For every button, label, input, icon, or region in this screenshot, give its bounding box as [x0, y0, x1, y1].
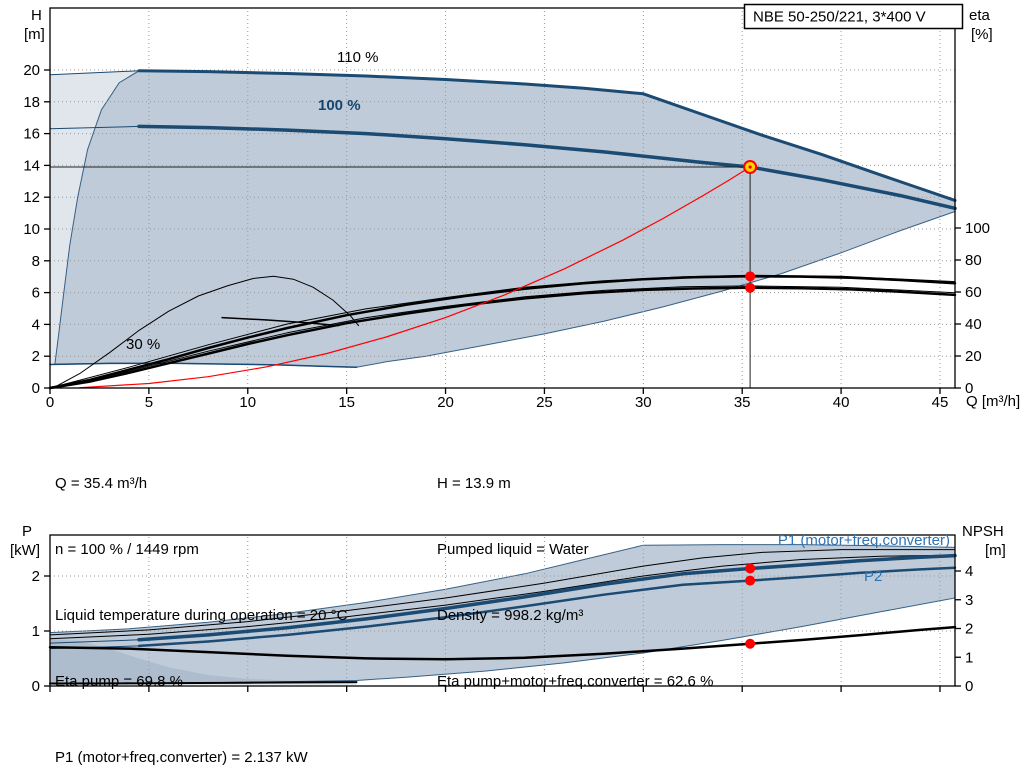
duty-point-marker: [745, 282, 756, 293]
power-npsh-chart: 0 1 2 0 1 2 3 4: [32, 534, 973, 695]
eta-arc-30: [55, 275, 359, 387]
h-axis-unit: [m]: [24, 26, 45, 43]
curve-110: [137, 69, 957, 202]
y-tick-label-right: 60: [965, 284, 982, 301]
p2-110-curve: [49, 554, 956, 640]
y-tick-label-left: 14: [23, 157, 40, 174]
y-tick-label-left: 16: [23, 126, 40, 143]
operating-data-bottom: P1 (motor+freq.converter) = 2.137 kW P2 …: [55, 703, 308, 781]
info-line-q: Q = 35.4 m³/h: [55, 475, 148, 492]
info-line-p1: P1 (motor+freq.converter) = 2.137 kW: [55, 749, 308, 766]
info-line-temperature: Liquid temperature during operation = 20…: [55, 607, 348, 624]
info-line-eta-pump: Eta pump = 69.8 %: [55, 673, 183, 690]
duty-point-marker: [745, 563, 756, 574]
x-tick-label: 35: [734, 394, 751, 411]
x-tick-label: 5: [145, 394, 153, 411]
info-line-h: H = 13.9 m: [437, 475, 511, 492]
operating-data-right: H = 13.9 m Pumped liquid = Water Density…: [437, 429, 713, 737]
power-low-flow-region: [50, 639, 357, 685]
eta-axis-unit: [%]: [971, 26, 993, 43]
duty-point-marker: [745, 271, 756, 282]
duty-point-marker: [745, 638, 756, 649]
eta-total: [48, 286, 957, 390]
eta-pump: [48, 275, 957, 390]
p1-curve-label: P1 (motor+freq.converter): [778, 532, 950, 549]
x-tick-label: 25: [536, 394, 553, 411]
curve-30-label: 30 %: [126, 336, 160, 353]
p2-curve-label: P2: [864, 568, 882, 585]
y-tick-label-right: 0: [965, 380, 973, 397]
y-tick-label-left: 6: [32, 285, 40, 302]
y-tick-label-right: 4: [965, 563, 973, 580]
y-tick-label-left: 8: [32, 253, 40, 270]
p1-curve: [137, 553, 957, 642]
p-30-curve: [49, 681, 358, 685]
title-box: [743, 3, 964, 30]
p-axis-label: P: [22, 523, 32, 540]
x-tick-label: 0: [46, 394, 54, 411]
plot-frame: [49, 7, 956, 389]
y-tick-label-left: 2: [32, 568, 40, 585]
low-flow-region: [50, 70, 139, 365]
x-tick-label: 45: [932, 394, 949, 411]
pump-title: NBE 50-250/221, 3*400 V: [753, 9, 926, 26]
curve-30: [49, 362, 358, 369]
y-tick-label-right: 20: [965, 348, 982, 365]
plot-frame: [49, 534, 956, 687]
curve-110-ext: [49, 70, 140, 76]
operating-data-left: Q = 35.4 m³/h n = 100 % / 1449 rpm Liqui…: [55, 429, 347, 737]
info-line-n: n = 100 % / 1449 rpm: [55, 541, 199, 558]
hq-chart: 0 5 10 15 20 25 30 35 40 45 0 2 4 6 8 10 12 14 16 18 20 0 20 40…: [23, 7, 990, 411]
y-tick-label-left: 0: [32, 678, 40, 695]
npsh-curve: [48, 625, 957, 661]
y-tick-label-left: 4: [32, 316, 40, 333]
system-curve: [79, 166, 751, 389]
curve-100-ext: [49, 125, 140, 130]
duty-point-marker: [745, 575, 756, 586]
curve-110-label: 110 %: [337, 49, 378, 66]
p1-ext: [49, 639, 140, 644]
eta-arc-30-seg: [221, 316, 340, 327]
info-line-liquid: Pumped liquid = Water: [437, 541, 589, 558]
operating-point-center: [748, 165, 752, 169]
eta-thin-lower: [49, 285, 956, 389]
y-tick-label-right: 3: [965, 592, 973, 609]
info-line-eta-total: Eta pump+motor+freq.converter = 62.6 %: [437, 673, 714, 690]
x-tick-label: 30: [635, 394, 652, 411]
q-axis-label: Q [m³/h]: [966, 393, 1020, 410]
x-tick-label: 40: [833, 394, 850, 411]
y-tick-label-right: 80: [965, 252, 982, 269]
x-tick-label: 15: [338, 394, 355, 411]
eta-axis-label: eta: [969, 7, 991, 24]
y-tick-label-left: 20: [23, 62, 40, 79]
y-tick-label-left: 10: [23, 221, 40, 238]
y-tick-label-left: 2: [32, 348, 40, 365]
y-tick-label-right: 100: [965, 220, 990, 237]
curve-100-label: 100 %: [318, 97, 361, 114]
p2-curve: [137, 566, 957, 648]
x-tick-label: 20: [437, 394, 454, 411]
x-tick-label: 10: [239, 394, 256, 411]
y-tick-label-right: 0: [965, 678, 973, 695]
curve-100: [137, 124, 957, 211]
operating-envelope: [54, 70, 956, 368]
npsh-axis-label: NPSH: [962, 523, 1004, 540]
y-tick-label-right: 2: [965, 621, 973, 638]
y-tick-label-left: 0: [32, 380, 40, 397]
y-tick-label-right: 1: [965, 649, 973, 666]
y-tick-label-left: 18: [23, 94, 40, 111]
y-tick-label-left: 1: [32, 623, 40, 640]
y-tick-label-left: 12: [23, 189, 40, 206]
info-line-density: Density = 998.2 kg/m³: [437, 607, 584, 624]
p1-110-curve: [49, 549, 956, 636]
p-axis-unit: [kW]: [10, 542, 40, 559]
y-tick-label-right: 40: [965, 316, 982, 333]
h-axis-label: H: [31, 7, 42, 24]
static-labels-layer: H [m] eta [%] Q [m³/h] 110 % 100 % 30 % …: [10, 3, 1020, 585]
npsh-axis-unit: [m]: [985, 542, 1006, 559]
